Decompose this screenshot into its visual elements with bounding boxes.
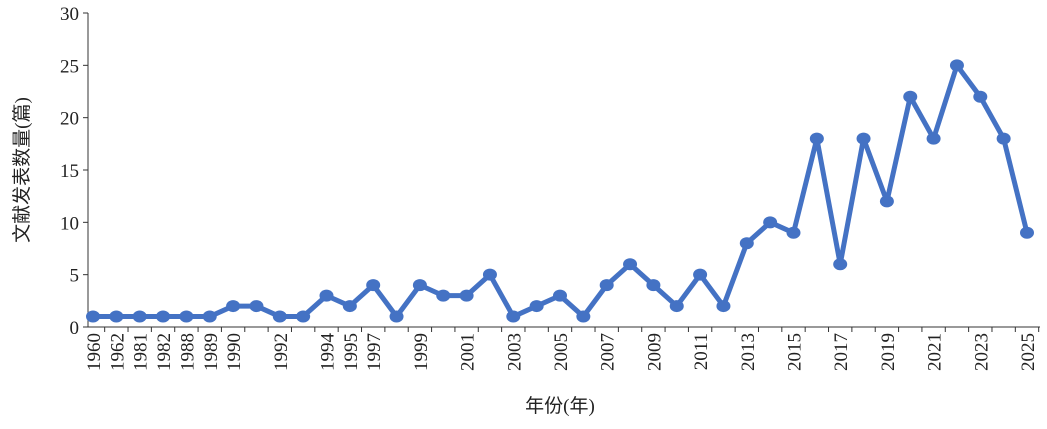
data-point bbox=[996, 132, 1011, 145]
data-point bbox=[156, 310, 171, 323]
data-point bbox=[459, 289, 474, 302]
data-point bbox=[389, 310, 404, 323]
x-tick-label: 1962 bbox=[107, 333, 128, 371]
data-point bbox=[506, 310, 521, 323]
x-tick-label: 2021 bbox=[925, 333, 946, 371]
data-point bbox=[436, 289, 451, 302]
data-point bbox=[763, 216, 778, 229]
y-tick-label: 10 bbox=[60, 213, 79, 234]
data-point bbox=[973, 90, 988, 103]
data-point bbox=[319, 289, 334, 302]
x-tick-label: 2003 bbox=[504, 333, 525, 371]
data-point bbox=[903, 90, 918, 103]
data-point bbox=[1020, 226, 1034, 239]
data-point bbox=[786, 226, 801, 239]
data-point bbox=[646, 279, 661, 292]
data-point bbox=[109, 310, 124, 323]
y-tick-label: 5 bbox=[70, 266, 80, 287]
x-tick-label: 1997 bbox=[364, 333, 385, 371]
x-tick-label: 1982 bbox=[154, 333, 175, 371]
x-tick-label: 1960 bbox=[84, 333, 105, 371]
x-tick-label: 2025 bbox=[1018, 333, 1039, 371]
data-point bbox=[576, 310, 591, 323]
data-point bbox=[482, 268, 497, 281]
x-tick-label: 2009 bbox=[644, 333, 665, 371]
x-tick-label: 2017 bbox=[831, 333, 852, 371]
data-point bbox=[249, 300, 264, 313]
x-tick-label: 2001 bbox=[458, 333, 479, 371]
data-point bbox=[716, 300, 731, 313]
data-point bbox=[623, 258, 638, 271]
data-point bbox=[296, 310, 311, 323]
data-point bbox=[366, 279, 381, 292]
data-point bbox=[226, 300, 241, 313]
data-point bbox=[132, 310, 147, 323]
data-point bbox=[879, 195, 894, 208]
y-tick-label: 20 bbox=[60, 109, 79, 130]
y-tick-label: 15 bbox=[60, 161, 79, 182]
x-tick-label: 2011 bbox=[691, 333, 712, 370]
data-point bbox=[86, 310, 100, 323]
x-tick-label: 2005 bbox=[551, 333, 572, 371]
data-point bbox=[809, 132, 824, 145]
data-point bbox=[529, 300, 544, 313]
x-tick-label: 1995 bbox=[341, 333, 362, 371]
y-tick-label: 30 bbox=[60, 4, 79, 25]
data-point bbox=[599, 279, 614, 292]
x-tick-label: 1994 bbox=[318, 333, 339, 372]
x-tick-label: 2023 bbox=[971, 333, 992, 371]
data-point bbox=[272, 310, 287, 323]
data-point bbox=[926, 132, 941, 145]
data-point bbox=[833, 258, 848, 271]
x-tick-label: 1988 bbox=[177, 333, 198, 371]
x-tick-label: 2013 bbox=[738, 333, 759, 371]
x-tick-label: 1989 bbox=[201, 333, 222, 371]
x-tick-label: 1992 bbox=[271, 333, 292, 371]
data-point bbox=[856, 132, 871, 145]
data-point bbox=[693, 268, 708, 281]
data-point bbox=[669, 300, 684, 313]
x-tick-label: 1981 bbox=[131, 333, 152, 371]
x-tick-label: 2015 bbox=[785, 333, 806, 371]
data-point bbox=[739, 237, 754, 250]
data-point bbox=[553, 289, 567, 302]
y-tick-label: 0 bbox=[70, 318, 80, 339]
x-tick-label: 1999 bbox=[411, 333, 432, 371]
y-axis-title: 文献发表数量(篇) bbox=[11, 97, 33, 243]
data-point bbox=[412, 279, 427, 292]
x-tick-label: 1990 bbox=[224, 333, 245, 371]
y-tick-label: 25 bbox=[60, 56, 79, 77]
x-tick-label: 2007 bbox=[598, 333, 619, 371]
data-point bbox=[202, 310, 217, 323]
x-axis-title: 年份(年) bbox=[525, 395, 595, 417]
data-point bbox=[179, 310, 194, 323]
data-point bbox=[949, 59, 964, 72]
data-line bbox=[93, 62, 1030, 320]
data-point bbox=[342, 300, 357, 313]
x-tick-label: 2019 bbox=[878, 333, 899, 371]
